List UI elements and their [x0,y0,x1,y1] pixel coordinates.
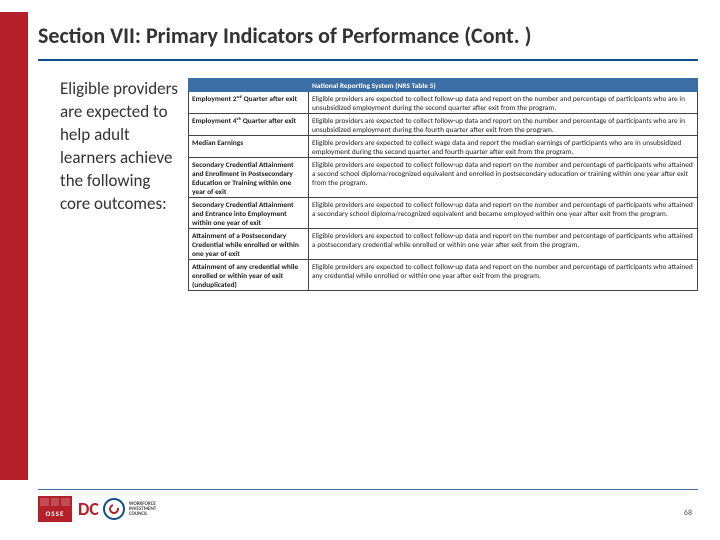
accent-bar [0,12,28,480]
table-row: Attainment of any credential while enrol… [189,260,698,291]
page-title: Section VII: Primary Indicators of Perfo… [38,22,698,49]
row-label: Attainment of any credential while enrol… [189,260,309,291]
dc-wic-logo-icon: DC WORKFORCE INVESTMENT COUNCIL [78,498,156,520]
table-row: Attainment of a Postsecondary Credential… [189,229,698,260]
row-desc: Eligible providers are expected to colle… [309,229,698,260]
row-desc: Eligible providers are expected to colle… [309,158,698,198]
slide: Section VII: Primary Indicators of Perfo… [0,0,720,540]
table-row: Secondary Credential Attainment and Entr… [189,198,698,229]
wic-ring-icon [103,498,125,520]
body: Eligible providers are expected to help … [60,78,698,291]
row-label: Employment 2ⁿᵈ Quarter after exit [189,92,309,114]
row-desc: Eligible providers are expected to colle… [309,92,698,114]
table-row: Employment 4ᵗʰ Quarter after exit Eligib… [189,114,698,136]
logo-bar: OSSE DC WORKFORCE INVESTMENT COUNCIL [38,496,156,522]
title-container: Section VII: Primary Indicators of Perfo… [38,22,698,61]
row-desc: Eligible providers are expected to colle… [309,114,698,136]
table-header-title: National Reporting System (NRS Table 5) [309,79,698,92]
wic-text: WORKFORCE INVESTMENT COUNCIL [129,502,156,517]
row-label: Secondary Credential Attainment and Enro… [189,158,309,198]
bottom-rule [38,489,698,490]
row-label: Secondary Credential Attainment and Entr… [189,198,309,229]
table-row: Secondary Credential Attainment and Enro… [189,158,698,198]
row-label: Attainment of a Postsecondary Credential… [189,229,309,260]
row-desc: Eligible providers are expected to colle… [309,198,698,229]
osse-logo-icon: OSSE [38,496,72,522]
table-header-row: National Reporting System (NRS Table 5) [189,79,698,92]
intro-text: Eligible providers are expected to help … [60,78,188,291]
table-row: Employment 2ⁿᵈ Quarter after exit Eligib… [189,92,698,114]
row-desc: Eligible providers are expected to colle… [309,136,698,158]
nrs-table: National Reporting System (NRS Table 5) … [188,78,698,291]
table-row: Median Earnings Eligible providers are e… [189,136,698,158]
row-label: Employment 4ᵗʰ Quarter after exit [189,114,309,136]
osse-stars-icon [40,498,70,506]
row-label: Median Earnings [189,136,309,158]
osse-logo-text: OSSE [46,509,65,518]
table-header-blank [189,79,309,92]
row-desc: Eligible providers are expected to colle… [309,260,698,291]
page-number: 68 [684,508,692,518]
dc-text: DC [78,498,99,520]
wic-line: COUNCIL [129,512,156,517]
